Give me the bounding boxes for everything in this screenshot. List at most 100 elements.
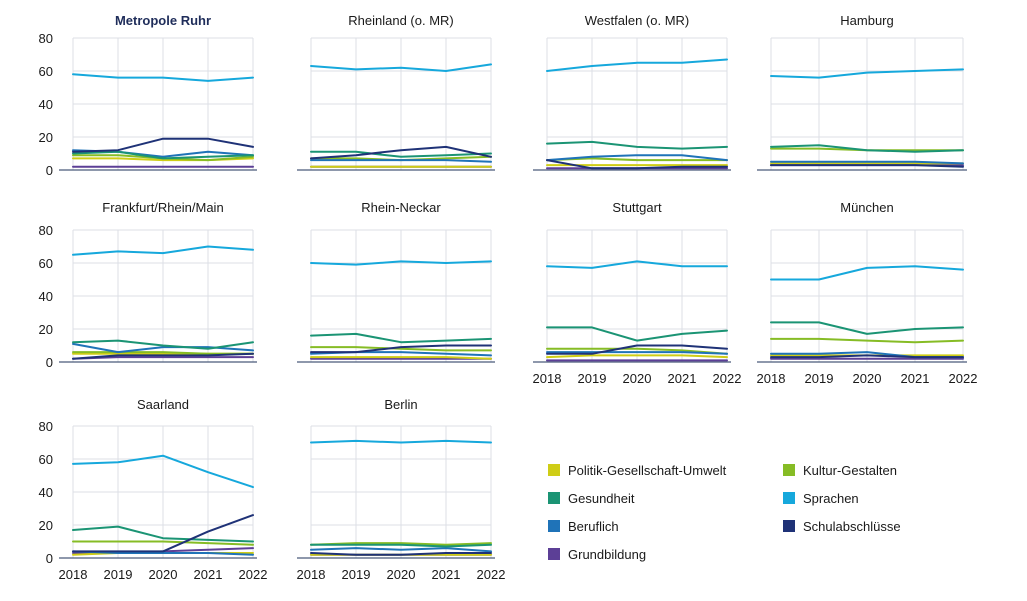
series-line-sprachen xyxy=(546,260,728,269)
y-tick-label: 0 xyxy=(46,355,53,370)
series-line-gesundheit xyxy=(72,150,254,160)
series-line-kultur xyxy=(546,347,728,355)
legend-label: Beruflich xyxy=(568,519,619,534)
panel-title: Berlin xyxy=(384,397,417,412)
panel-1: Metropole Ruhr 0 20 40 60 80 xyxy=(39,13,257,178)
series-line-schulabschluesse xyxy=(770,164,964,168)
series-line-gesundheit xyxy=(72,339,254,350)
series-line-schulabschluesse xyxy=(72,352,254,360)
series-line-gesundheit xyxy=(72,525,254,543)
legend-item-beruflich: Beruflich xyxy=(548,519,619,534)
legend-item-gesundheit: Gesundheit xyxy=(548,491,635,506)
panel-5: Frankfurt/Rhein/Main 0 20 40 60 80 xyxy=(39,200,257,370)
series-line-schulabschluesse xyxy=(770,354,964,359)
series-line-sprachen xyxy=(72,73,254,82)
series-line-schulabschluesse xyxy=(310,145,492,160)
y-tick-label: 80 xyxy=(39,31,53,46)
x-tick-label: 2020 xyxy=(853,371,882,386)
series-line-gesundheit xyxy=(546,326,728,342)
panel-title: Frankfurt/Rhein/Main xyxy=(102,200,223,215)
y-tick-label: 0 xyxy=(46,163,53,178)
x-tick-label: 2021 xyxy=(194,567,223,582)
legend-item-politik: Politik-Gesellschaft-Umwelt xyxy=(548,463,727,478)
legend-swatch xyxy=(783,520,795,532)
series-line-schulabschluesse xyxy=(310,344,492,354)
series-line-kultur xyxy=(310,346,492,352)
legend-item-grundbildung: Grundbildung xyxy=(548,547,646,562)
series-line-kultur xyxy=(72,540,254,546)
x-tick-label: 2018 xyxy=(757,371,786,386)
series-line-beruflich xyxy=(310,159,492,163)
panel-title: Saarland xyxy=(137,397,189,412)
legend-label: Kultur-Gestalten xyxy=(803,463,897,478)
y-tick-label: 80 xyxy=(39,223,53,238)
legend-swatch xyxy=(783,492,795,504)
x-tick-label: 2019 xyxy=(578,371,607,386)
x-tick-label: 2022 xyxy=(477,567,506,582)
x-tick-label: 2018 xyxy=(59,567,88,582)
panel-3: Westfalen (o. MR) xyxy=(533,13,731,171)
series-line-kultur xyxy=(72,351,254,355)
series-line-gesundheit xyxy=(770,321,964,335)
legend-label: Politik-Gesellschaft-Umwelt xyxy=(568,463,727,478)
series-line-kultur xyxy=(770,337,964,344)
series-line-schulabschluesse xyxy=(546,344,728,355)
panel-6: Rhein-Neckar xyxy=(297,200,495,363)
panel-2: Rheinland (o. MR) xyxy=(297,13,495,171)
y-tick-label: 40 xyxy=(39,485,53,500)
y-tick-label: 40 xyxy=(39,289,53,304)
y-tick-label: 80 xyxy=(39,419,53,434)
legend-item-schulabschluesse: Schulabschlüsse xyxy=(783,519,901,534)
series-line-schulabschluesse xyxy=(546,159,728,170)
panel-10: Berlin 2018 2019 2020 2021 2022 xyxy=(297,397,506,582)
x-tick-label: 2019 xyxy=(805,371,834,386)
series-line-schulabschluesse xyxy=(72,514,254,553)
legend-label: Sprachen xyxy=(803,491,859,506)
y-tick-label: 60 xyxy=(39,256,53,271)
x-tick-label: 2020 xyxy=(149,567,178,582)
series-line-beruflich xyxy=(546,154,728,162)
x-tick-label: 2019 xyxy=(342,567,371,582)
series-line-sprachen xyxy=(310,260,492,266)
x-tick-label: 2020 xyxy=(623,371,652,386)
legend-swatch xyxy=(783,464,795,476)
series-line-gesundheit xyxy=(310,150,492,158)
y-tick-label: 60 xyxy=(39,452,53,467)
series-line-beruflich xyxy=(72,550,254,556)
y-tick-label: 60 xyxy=(39,64,53,79)
series-line-sprachen xyxy=(770,68,964,79)
series-line-beruflich xyxy=(310,547,492,553)
panel-title: Hamburg xyxy=(840,13,893,28)
panel-title: Stuttgart xyxy=(612,200,662,215)
panel-title: München xyxy=(840,200,893,215)
legend-item-kultur: Kultur-Gestalten xyxy=(783,463,897,478)
panel-title: Westfalen (o. MR) xyxy=(585,13,690,28)
x-tick-label: 2021 xyxy=(901,371,930,386)
x-tick-label: 2022 xyxy=(949,371,978,386)
series-line-politik xyxy=(546,354,728,359)
legend-item-sprachen: Sprachen xyxy=(783,491,859,506)
series-line-kultur xyxy=(546,157,728,162)
series-line-gesundheit xyxy=(310,332,492,344)
y-tick-label: 20 xyxy=(39,518,53,533)
x-tick-label: 2018 xyxy=(533,371,562,386)
series-line-gesundheit xyxy=(770,144,964,153)
x-tick-label: 2022 xyxy=(239,567,268,582)
series-line-beruflich xyxy=(72,342,254,354)
legend-label: Schulabschlüsse xyxy=(803,519,901,534)
legend-label: Gesundheit xyxy=(568,491,635,506)
legend-swatch xyxy=(548,464,560,476)
series-line-sprachen xyxy=(310,63,492,72)
series-line-beruflich xyxy=(770,160,964,165)
x-tick-label: 2020 xyxy=(387,567,416,582)
legend-swatch xyxy=(548,520,560,532)
series-line-grundbildung xyxy=(72,356,254,360)
series-line-sprachen xyxy=(546,58,728,72)
x-tick-label: 2022 xyxy=(713,371,742,386)
x-tick-label: 2021 xyxy=(668,371,697,386)
series-line-sprachen xyxy=(770,265,964,281)
series-line-gesundheit xyxy=(546,140,728,150)
series-line-sprachen xyxy=(72,245,254,256)
series-line-politik xyxy=(310,356,492,360)
